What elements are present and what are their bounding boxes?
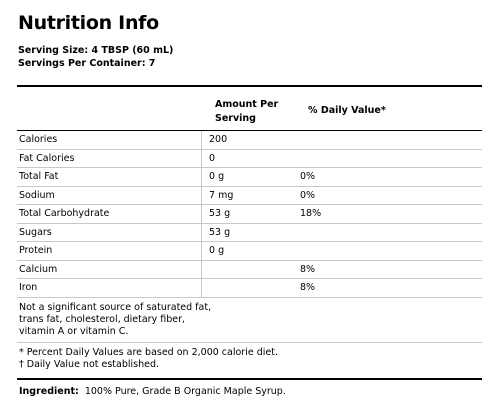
nutrient-amount: 53 g: [209, 226, 231, 238]
table-header: Amount Per Serving % Daily Value*: [17, 87, 482, 131]
page-title: Nutrition Info: [18, 12, 159, 34]
ingredient-text: 100% Pure, Grade B Organic Maple Syrup.: [84, 385, 286, 397]
table-row: Total Fat 0 g 0%: [17, 168, 482, 187]
table-row: Total Carbohydrate 53 g 18%: [17, 205, 482, 224]
servings-per-container: Servings Per Container: 7: [18, 58, 156, 69]
column-divider: [201, 279, 202, 297]
nutrient-name: Calcium: [19, 263, 58, 275]
nutrient-name: Sodium: [19, 189, 55, 201]
nutrient-name: Iron: [19, 282, 38, 293]
ingredients: Ingredient: 100% Pure, Grade B Organic Ma…: [17, 380, 482, 397]
nutrient-daily-value: 0%: [300, 189, 316, 201]
column-divider: [201, 260, 202, 278]
nutrient-name: Total Fat: [19, 171, 59, 182]
table-row: Calories 200: [17, 131, 482, 150]
nutrient-name: Calories: [19, 134, 58, 145]
ingredient-label: Ingredient:: [19, 385, 79, 397]
nutrient-amount: 0: [209, 152, 216, 164]
daily-value-header: % Daily Value*: [308, 105, 386, 116]
nutrient-amount: 0 g: [209, 245, 225, 256]
footnotes: * Percent Daily Values are based on 2,00…: [17, 343, 482, 380]
not-significant-note: Not a significant source of saturated fa…: [17, 298, 482, 343]
table-row: Calcium 8%: [17, 260, 482, 279]
nutrient-name: Fat Calories: [19, 152, 75, 164]
column-divider: [201, 168, 202, 186]
nutrition-table: Amount Per Serving % Daily Value* Calori…: [17, 85, 482, 397]
nutrient-daily-value: 8%: [300, 263, 316, 275]
column-divider: [201, 149, 202, 167]
nutrient-amount: 53 g: [209, 208, 231, 219]
nutrient-name: Total Carbohydrate: [19, 208, 110, 219]
footnote-not-established: † Daily Value not established.: [19, 359, 160, 370]
column-divider: [201, 131, 202, 149]
table-row: Sodium 7 mg 0%: [17, 186, 482, 205]
column-divider: [201, 205, 202, 223]
nutrient-amount: 7 mg: [209, 189, 234, 201]
footnote-percent-dv: * Percent Daily Values are based on 2,00…: [19, 346, 278, 358]
column-divider: [201, 186, 202, 204]
nutrient-name: Sugars: [19, 226, 52, 238]
table-row: Iron 8%: [17, 279, 482, 298]
column-divider: [201, 242, 202, 260]
nutrient-daily-value: 0%: [300, 171, 316, 182]
nutrient-amount: 200: [209, 134, 228, 145]
table-row: Fat Calories 0: [17, 149, 482, 168]
nutrient-daily-value: 18%: [300, 208, 322, 219]
column-divider: [201, 223, 202, 241]
nutrient-rows: Calories 200 Fat Calories 0 Total Fat 0 g 0% So…: [17, 131, 482, 298]
nutrient-daily-value: 8%: [300, 282, 316, 293]
nutrient-amount: 0 g: [209, 171, 225, 182]
table-row: Sugars 53 g: [17, 223, 482, 242]
table-row: Protein 0 g: [17, 242, 482, 261]
serving-size: Serving Size: 4 TBSP (60 mL): [18, 45, 174, 56]
amount-per-serving-header: Amount Per Serving: [215, 99, 279, 124]
nutrient-name: Protein: [19, 245, 53, 256]
